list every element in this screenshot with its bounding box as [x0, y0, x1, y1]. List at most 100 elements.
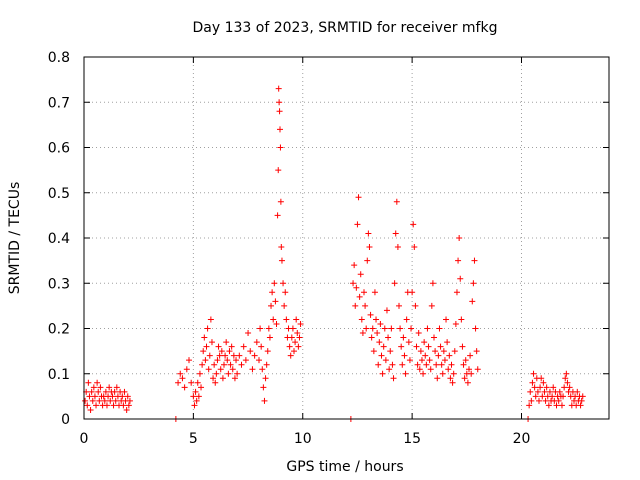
data-point: [358, 316, 365, 323]
data-point: [563, 370, 570, 377]
data-point: [529, 379, 536, 386]
data-point: [394, 244, 401, 251]
data-point: [91, 393, 98, 400]
data-point: [387, 348, 394, 355]
data-point: [258, 343, 265, 350]
data-point: [410, 221, 417, 228]
data-point: [183, 366, 190, 373]
data-point: [87, 406, 94, 413]
data-point: [297, 320, 304, 327]
data-point: [391, 280, 398, 287]
data-point: [368, 334, 375, 341]
data-point: [439, 370, 446, 377]
data-point: [538, 375, 545, 382]
data-point: [558, 402, 565, 409]
data-point: [426, 357, 433, 364]
data-point: [196, 370, 203, 377]
data-point: [355, 194, 362, 201]
data-point: [577, 402, 584, 409]
data-point: [212, 379, 219, 386]
data-point: [179, 375, 186, 382]
x-tick-label: 10: [294, 431, 312, 447]
data-point: [366, 244, 373, 251]
data-point: [257, 325, 264, 332]
data-point: [103, 402, 110, 409]
data-point: [382, 357, 389, 364]
data-point: [433, 361, 440, 368]
data-point: [542, 397, 549, 404]
data-point: [256, 357, 262, 364]
data-point: [268, 302, 275, 309]
data-point: [242, 357, 249, 364]
data-point: [458, 316, 465, 323]
data-point: [102, 388, 109, 395]
data-point: [413, 343, 420, 350]
data-point: [93, 402, 100, 409]
data-point: [453, 289, 460, 296]
data-point: [400, 334, 407, 341]
data-point: [428, 302, 435, 309]
y-tick-label: 0: [61, 412, 70, 428]
data-point: [289, 325, 296, 332]
data-point: [95, 388, 102, 395]
data-point: [545, 402, 552, 409]
data-point: [245, 330, 252, 337]
data-point: [240, 343, 247, 350]
data-point: [247, 348, 254, 355]
data-point: [402, 370, 409, 377]
data-point: [277, 126, 283, 133]
data-point: [398, 343, 405, 350]
data-point: [449, 379, 456, 386]
data-points: [82, 85, 586, 422]
data-point: [396, 302, 402, 309]
data-point: [106, 384, 113, 391]
data-point: [191, 402, 198, 409]
y-tick-label: 0.4: [48, 231, 70, 247]
data-point: [531, 384, 538, 391]
data-point: [353, 284, 360, 291]
data-point: [579, 393, 586, 400]
data-point: [88, 388, 95, 395]
data-point: [555, 397, 562, 404]
y-tick-label: 0.5: [48, 186, 70, 202]
data-point: [236, 352, 243, 359]
data-point: [374, 330, 381, 337]
data-point: [110, 402, 117, 409]
data-point: [424, 325, 431, 332]
data-point: [249, 366, 256, 373]
data-point: [211, 361, 218, 368]
data-point: [537, 384, 544, 391]
data-point: [471, 257, 478, 264]
data-point: [113, 384, 120, 391]
data-point: [229, 366, 236, 373]
data-point: [411, 244, 418, 251]
data-point: [282, 289, 289, 296]
data-point: [295, 343, 302, 350]
data-point: [362, 302, 369, 309]
data-point: [89, 397, 96, 404]
data-point: [82, 397, 89, 404]
data-point: [198, 384, 205, 391]
data-point: [578, 397, 585, 404]
data-point: [274, 212, 281, 219]
data-point: [219, 375, 226, 382]
data-point: [292, 339, 299, 346]
data-point: [175, 379, 182, 386]
data-point: [566, 384, 573, 391]
data-point: [417, 348, 424, 355]
data-point: [85, 379, 92, 386]
data-point: [380, 343, 387, 350]
data-point: [218, 348, 225, 355]
data-point: [272, 298, 279, 305]
data-point: [455, 257, 462, 264]
data-point: [181, 384, 188, 391]
data-point: [361, 289, 367, 296]
data-point: [420, 370, 427, 377]
data-point: [283, 316, 290, 323]
data-point: [217, 366, 224, 373]
data-point: [445, 366, 452, 373]
data-point: [457, 275, 464, 282]
data-point: [111, 388, 118, 395]
data-point: [375, 361, 382, 368]
data-point: [562, 375, 569, 382]
